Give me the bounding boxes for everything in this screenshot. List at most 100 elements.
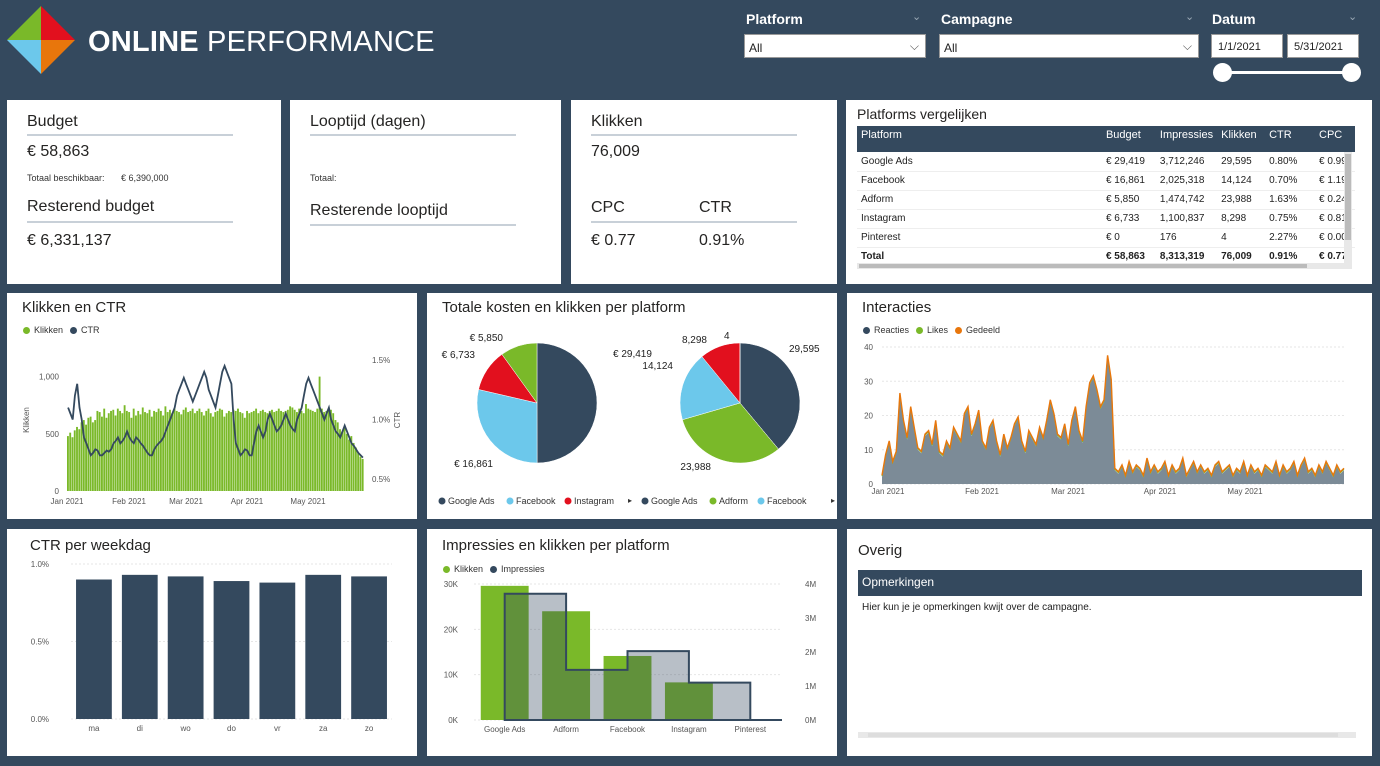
klikken-bar [332,413,335,491]
legend-swatch [955,326,963,334]
klikken-bar [128,412,131,491]
divider [591,134,797,136]
klikken-ctr-card: Klikken en CTR Klikken CTR 0 500 1,000 0.5%… [7,293,417,519]
klikken-bar [307,408,310,491]
vertical-scrollbar[interactable] [1344,152,1352,264]
total-cell: 8,313,319 [1155,246,1218,262]
y-right-tick-label: 1.0% [372,416,390,425]
table-cell: 14,124 [1217,171,1266,191]
y-tick-label: 40 [864,343,873,352]
date-slider-start-handle[interactable] [1213,63,1232,82]
chevron-down-icon[interactable]: ⌄ [1348,11,1358,23]
klikken-bar [664,682,713,720]
compare-title: Platforms vergelijken [857,106,987,122]
klikken-bar [169,409,171,491]
platform-select[interactable]: All ⌵ [744,34,926,58]
y-right-tick-label: 0M [805,716,816,725]
klikken-bar [182,409,185,491]
table-cell: 1,474,742 [1155,190,1218,210]
klikken-bar [200,412,203,491]
chevron-down-icon[interactable]: ⌄ [912,11,922,23]
klikken-bar [162,415,165,491]
column-header[interactable]: CTR [1265,126,1315,152]
chart-title: Interacties [862,299,932,316]
x-tick-label: wo [180,724,192,733]
column-header[interactable]: CPC [1315,126,1355,152]
klikken-bar [178,412,180,491]
slice-label: 4 [724,331,730,342]
pie-slice [501,342,538,404]
horizontal-scrollbar[interactable] [857,263,1352,269]
klikken-bar [284,410,287,491]
cpc-title: CPC [591,199,625,216]
slice-label: € 29,419 [613,349,652,360]
y-right-tick-label: 1.5% [372,356,390,365]
date-to-input[interactable]: 5/31/2021 [1287,34,1359,58]
legend: Reacties Likes Gedeeld [863,325,1000,335]
column-header[interactable]: Impressies [1155,126,1218,152]
ctr-value: 0.91% [699,232,745,249]
klikken-bar [257,413,260,491]
klikken-bar [116,408,119,491]
chevron-down-icon[interactable]: ⌄ [1185,11,1195,23]
divider [310,134,516,136]
logo-icon [7,6,75,74]
klikken-bar [71,437,74,491]
klikken-bar [316,408,319,491]
campagne-select-value: All [944,41,958,55]
klikken-bar [234,410,237,491]
ctr-weekdag-card: CTR per weekdag 0.0% 0.5% 1.0% ma di wo do vr za… [7,529,417,756]
klikken-bar [357,453,360,491]
x-tick-label: Jan 2021 [872,487,905,496]
horizontal-scrollbar[interactable] [858,732,1356,738]
klikken-bar [98,412,101,491]
column-header[interactable]: Budget [1101,126,1156,152]
legend-next-icon: ▸ [831,496,835,505]
column-header[interactable]: Klikken [1217,126,1266,152]
legend-swatch [863,326,870,334]
legend-swatch [709,497,717,505]
x-tick-label: Mar 2021 [169,497,203,506]
table-cell: Adform [857,190,1102,210]
klikken-bar [196,410,199,491]
legend-label: Google Ads [448,496,495,506]
table-row[interactable]: Adform € 5,850 1,474,742 23,988 1.63% € 0.24 [857,190,1355,210]
clicks-value: 76,009 [591,143,640,160]
klikken-bar [173,408,176,491]
klikken-bar [105,417,108,491]
chevron-down-icon: ⌵ [1182,39,1192,53]
klikken-bar [323,412,326,491]
weekday-bar [76,579,112,719]
platform-select-value: All [749,41,763,55]
chevron-down-icon: ⌵ [909,39,919,53]
klikken-bar [318,376,321,491]
klikken-bar [78,429,81,491]
y-tick-label: 0 [869,480,874,489]
total-cell: Total [857,246,1102,262]
remaining-runtime-title: Resterende looptijd [310,202,448,219]
table-cell: 0.80% [1265,152,1315,172]
table-row[interactable]: Facebook € 16,861 2,025,318 14,124 0.70% € 1.… [857,171,1355,191]
klikken-bar [223,416,226,491]
legend-label: Klikken [34,325,64,335]
column-header[interactable]: Platform [857,126,1102,152]
available-label: Totaal beschikbaar: [27,173,105,183]
divider [27,221,233,223]
klikken-bar [137,410,140,491]
date-slider-end-handle[interactable] [1342,63,1361,82]
klikken-bar [227,410,230,491]
klikken-bar [339,429,341,491]
date-from-input[interactable]: 1/1/2021 [1211,34,1283,58]
klikken-bar [350,436,353,491]
table-row[interactable]: Google Ads € 29,419 3,712,246 29,595 0.80% € … [857,152,1355,172]
compare-table-wrap: Platform Budget Impressies Klikken CTR CPC Go… [857,126,1355,262]
x-tick-label: Feb 2021 [965,487,999,496]
campagne-select[interactable]: All ⌵ [939,34,1199,58]
table-row[interactable]: Instagram € 6,733 1,100,837 8,298 0.75% € 0.8… [857,209,1355,229]
klikken-bar [91,422,94,491]
klikken-bar [144,412,146,491]
klikken-bar [191,408,194,491]
table-row[interactable]: Pinterest € 0 176 4 2.27% € 0.00 [857,228,1355,248]
klikken-bar [130,417,133,491]
klikken-bar [230,412,233,491]
